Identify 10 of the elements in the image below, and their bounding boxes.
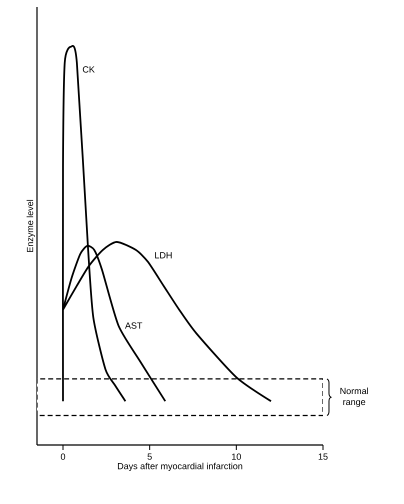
series-label: CK (82, 66, 95, 73)
x-tick-label: 10 (232, 453, 241, 460)
x-tick-label: 0 (60, 453, 66, 460)
series-label: LDH (155, 252, 172, 258)
series-label: AST (124, 322, 142, 329)
y-axis-title: Enzyme level (26, 200, 35, 252)
x-tick-label: 5 (148, 454, 152, 460)
x-tick-label: 15 (318, 454, 328, 460)
x-axis-title: Days after myocardial infarction (118, 462, 242, 472)
band-label: Normal range (340, 388, 368, 407)
